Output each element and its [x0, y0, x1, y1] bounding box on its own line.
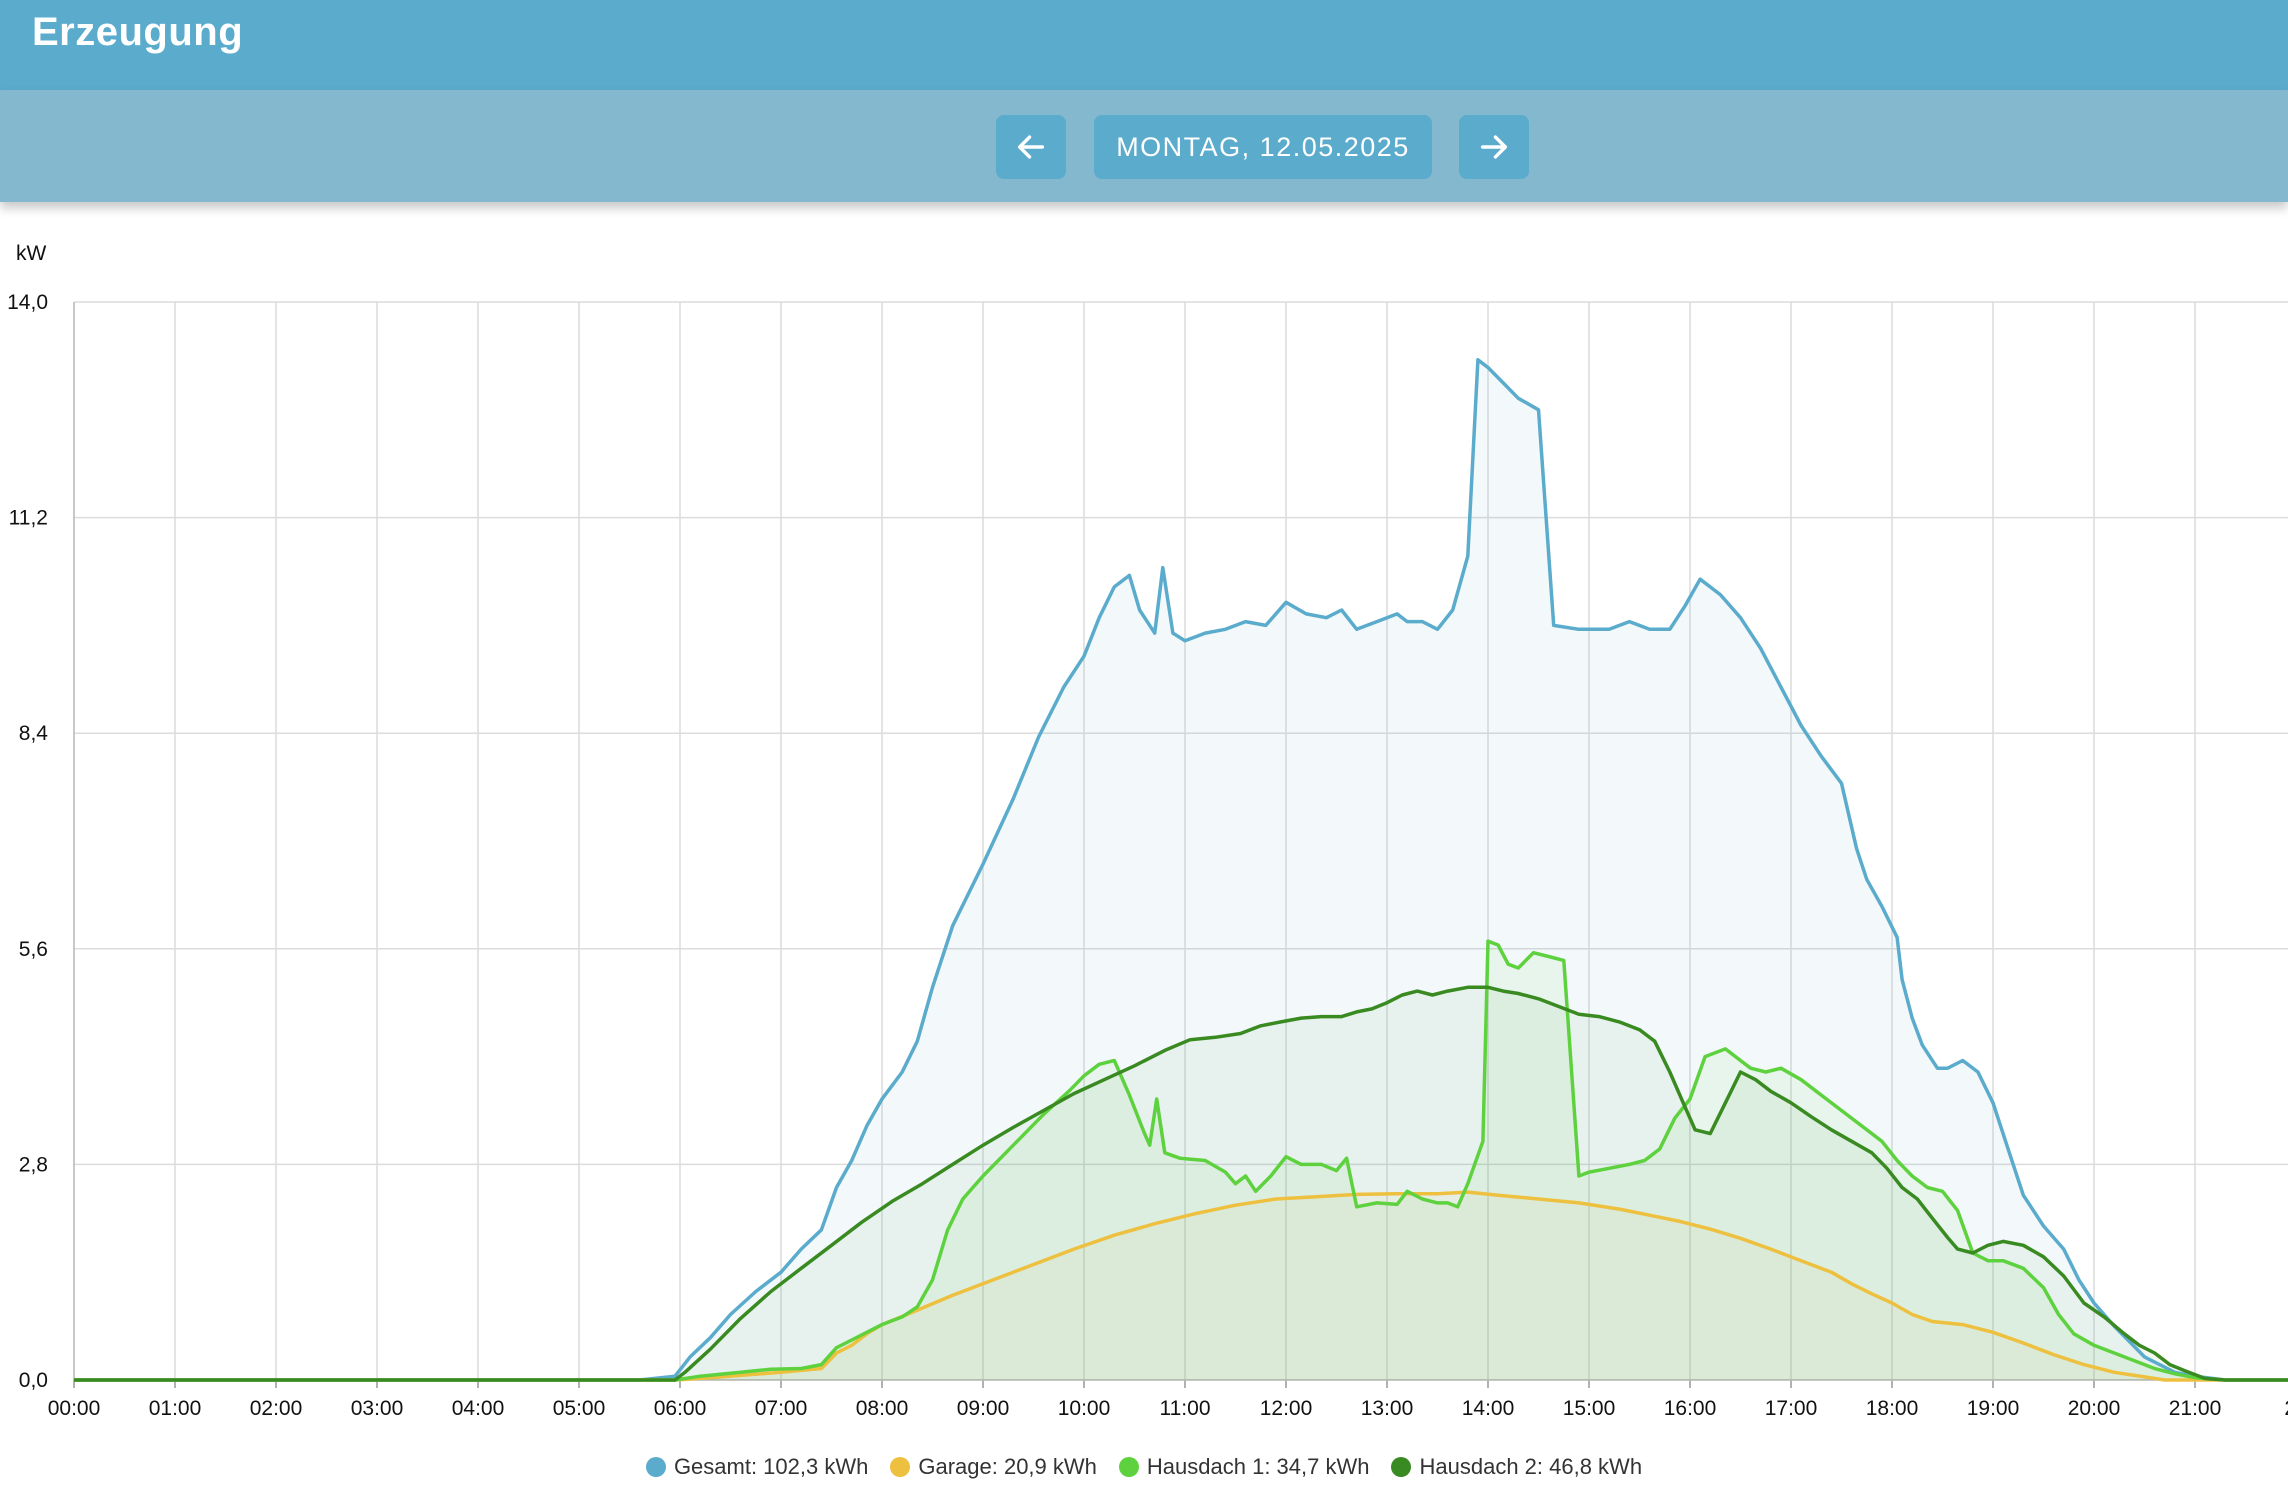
next-day-button[interactable]	[1459, 115, 1529, 179]
x-tick-label: 14:00	[1462, 1397, 1515, 1420]
area-gesamt	[74, 359, 2288, 1380]
legend-label-hausdach1: Hausdach 1: 34,7 kWh	[1146, 1454, 1370, 1479]
legend-dot-garage	[890, 1457, 911, 1477]
x-tick-label: 15:00	[1563, 1397, 1616, 1420]
production-chart: kW 0,02,85,68,411,214,0 00:00 01:00 02:00 0…	[7, 242, 2288, 1420]
y-tick-label: 14,0	[7, 291, 48, 314]
x-tick-label: 00:00	[48, 1397, 101, 1420]
x-tick-label: 07:00	[755, 1397, 808, 1420]
line-hausdach2	[74, 985, 2288, 1382]
x-tick-label: 03:00	[351, 1397, 404, 1420]
series-lines	[74, 358, 2288, 1382]
legend-item-hausdach2[interactable]: Hausdach 2: 46,8 kWh	[1391, 1454, 1642, 1480]
x-axis-ticks: 00:00 01:00 02:00 03:00 04:00 05:00 06:00 07:00…	[48, 1397, 2288, 1420]
x-tick-label: 08:00	[856, 1397, 909, 1420]
legend-dot-hausdach2	[1391, 1457, 1412, 1477]
y-tick-label: 5,6	[19, 938, 48, 961]
x-tick-label: 13:00	[1361, 1397, 1414, 1420]
x-tick-label: 12:00	[1260, 1397, 1313, 1420]
legend-dot-gesamt	[645, 1457, 666, 1477]
header-bar: Erzeugung	[0, 0, 2288, 90]
x-tick-label: 21:00	[2169, 1397, 2222, 1420]
x-tick-label: 01:00	[149, 1397, 202, 1420]
legend-dot-hausdach1	[1118, 1457, 1139, 1477]
x-tick-label: 10:00	[1058, 1397, 1111, 1420]
date-navigation: MONTAG, 12.05.2025	[0, 90, 2288, 202]
y-tick-label: 2,8	[19, 1153, 48, 1176]
x-tick-label: 05:00	[553, 1397, 606, 1420]
legend-label-hausdach2: Hausdach 2: 46,8 kWh	[1419, 1454, 1643, 1479]
arrow-right-icon	[1480, 135, 1508, 159]
x-tick-label: 02:00	[250, 1397, 303, 1420]
y-tick-label: 11,2	[9, 507, 48, 530]
chart-grid	[73, 301, 2288, 1388]
x-tick-label: 11:00	[1160, 1397, 1211, 1420]
x-tick-label: 19:00	[1967, 1397, 2020, 1420]
legend-item-garage[interactable]: Garage: 20,9 kWh	[890, 1454, 1097, 1480]
area-hausdach1	[74, 941, 2288, 1380]
y-tick-label: 0,0	[19, 1369, 48, 1392]
legend-label-garage: Garage: 20,9 kWh	[918, 1454, 1097, 1479]
legend-item-gesamt[interactable]: Gesamt: 102,3 kWh	[645, 1454, 869, 1480]
x-tick-label: 04:00	[452, 1397, 505, 1420]
arrow-left-icon	[1017, 135, 1045, 159]
y-axis-ticks: 0,0 2,8 5,6 8,4 11,2 14,0	[7, 291, 48, 1392]
x-tick-label: 09:00	[957, 1397, 1010, 1420]
area-garage	[74, 1192, 2288, 1380]
y-tick-label: 8,4	[19, 722, 49, 745]
y-axis-unit: kW	[16, 242, 47, 265]
x-tick-label: 17:00	[1765, 1397, 1818, 1420]
x-tick-label: 16:00	[1664, 1397, 1717, 1420]
x-tick-label: 20:00	[2068, 1397, 2121, 1420]
line-hausdach1	[74, 939, 2288, 1382]
page-title: Erzeugung	[32, 10, 244, 54]
legend-label-gesamt: Gesamt: 102,3 kWh	[673, 1454, 869, 1479]
x-tick-label: 22	[2284, 1397, 2288, 1420]
previous-day-button[interactable]	[996, 115, 1066, 179]
legend-item-hausdach1[interactable]: Hausdach 1: 34,7 kWh	[1118, 1454, 1370, 1480]
date-selector-button[interactable]: MONTAG, 12.05.2025	[1094, 115, 1432, 179]
line-gesamt	[74, 358, 2288, 1382]
x-tick-label: 06:00	[654, 1397, 707, 1420]
series-areas	[74, 359, 2288, 1380]
x-tick-label: 18:00	[1866, 1397, 1919, 1420]
chart-legend: Gesamt: 102,3 kWh Garage: 20,9 kWh Hausd…	[0, 1450, 2288, 1484]
